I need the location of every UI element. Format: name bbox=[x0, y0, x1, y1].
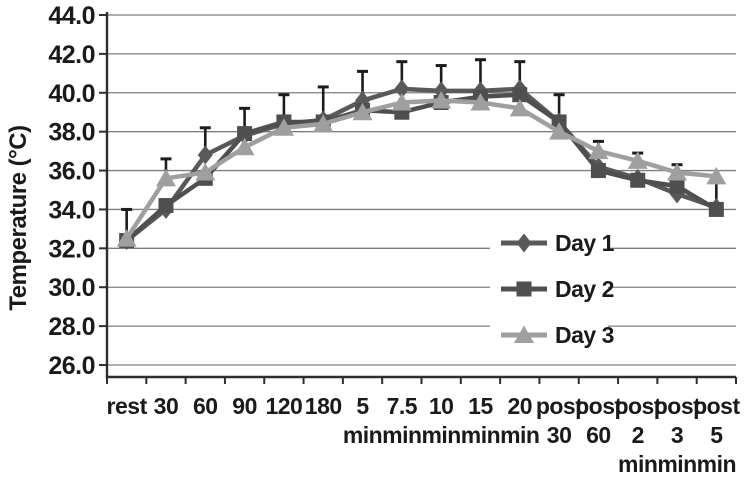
square-marker-icon bbox=[158, 198, 174, 214]
triangle-marker-icon bbox=[627, 151, 648, 169]
diamond-marker-icon bbox=[394, 79, 410, 99]
legend-item-day-3: Day 3 bbox=[500, 318, 614, 352]
square-marker-icon bbox=[669, 178, 685, 194]
triangle-marker-icon bbox=[313, 114, 334, 132]
series-line-day-3 bbox=[124, 98, 719, 241]
square-marker-icon bbox=[590, 163, 606, 179]
x-tick-label: 20 bbox=[507, 393, 532, 419]
x-tick-label: 5 bbox=[356, 393, 369, 419]
x-tick-label: 120 bbox=[265, 393, 302, 419]
y-tick-label: 26.0 bbox=[48, 352, 95, 380]
x-tick-label: min bbox=[500, 422, 539, 448]
square-marker-icon bbox=[551, 114, 567, 130]
legend-swatch bbox=[501, 325, 547, 343]
y-tick-label: 34.0 bbox=[48, 196, 95, 224]
square-marker-icon bbox=[516, 281, 532, 297]
triangle-marker-icon bbox=[391, 93, 412, 111]
y-axis-title: Temperature (°C) bbox=[5, 125, 32, 310]
y-tick-label: 42.0 bbox=[48, 41, 95, 69]
x-tick-label: min bbox=[461, 422, 500, 448]
triangle-marker-icon bbox=[352, 102, 373, 121]
y-tick-label: 40.0 bbox=[48, 80, 95, 108]
y-tick-label: 32.0 bbox=[48, 235, 95, 263]
legend-item-day-2: Day 2 bbox=[500, 272, 614, 306]
series-line-day-2 bbox=[124, 92, 719, 243]
triangle-marker-icon bbox=[514, 325, 534, 343]
triangle-marker-icon bbox=[549, 122, 570, 140]
triangle-marker-icon bbox=[431, 91, 452, 109]
triangle-marker-icon bbox=[667, 163, 688, 181]
x-tick-label: 3 bbox=[671, 422, 683, 448]
legend-item-day-1: Day 1 bbox=[500, 226, 614, 260]
x-tick-label: min bbox=[657, 451, 696, 477]
triangle-marker-icon bbox=[195, 163, 216, 181]
triangle-marker-icon bbox=[234, 137, 255, 156]
y-tick-label: 30.0 bbox=[48, 274, 95, 302]
legend-marker bbox=[516, 233, 532, 253]
x-tick-label: 30 bbox=[154, 393, 179, 419]
legend: Day 1 Day 2 Day 3 bbox=[490, 224, 614, 354]
x-tick-label: min bbox=[343, 422, 382, 448]
x-tick-label: 30 bbox=[547, 422, 572, 448]
x-tick-label: min bbox=[421, 422, 460, 448]
x-tick-label: 5 bbox=[710, 422, 723, 448]
x-tick-label: 90 bbox=[232, 393, 257, 419]
x-tick-label: post bbox=[614, 393, 661, 419]
y-tick-label: 44.0 bbox=[48, 2, 95, 30]
x-tick-label: 7.5 bbox=[387, 393, 418, 419]
gridlines bbox=[107, 14, 736, 366]
legend-label-day-2: Day 2 bbox=[555, 275, 614, 302]
y-tick-label: 36.0 bbox=[48, 158, 95, 186]
triangle-marker-icon bbox=[116, 229, 137, 247]
legend-label-day-3: Day 3 bbox=[555, 321, 614, 348]
x-tick-label: 60 bbox=[193, 393, 218, 419]
x-tick-label: 2 bbox=[632, 422, 644, 448]
series-line-day-1 bbox=[124, 86, 719, 243]
axes: 44.0 42.0 40.0 38.0 36.0 34.0 32.0 30.0 28.0 26.0 bbox=[48, 2, 737, 384]
x-tick-labels: rest 30 60 90 120 180 5min7.5min10min15min20mi… bbox=[107, 393, 741, 477]
x-tick-label: post bbox=[575, 393, 622, 419]
series-markers-day-3 bbox=[116, 91, 727, 247]
legend-swatch bbox=[501, 233, 547, 253]
x-tick-label: post bbox=[693, 393, 740, 419]
x-tick-label: 10 bbox=[429, 393, 454, 419]
legend-marker bbox=[514, 325, 534, 343]
diamond-marker-icon bbox=[197, 145, 213, 165]
x-tick-label: min bbox=[697, 451, 736, 477]
triangle-marker-icon bbox=[155, 168, 176, 187]
x-tick-label: post bbox=[654, 393, 701, 419]
x-tick-label: min bbox=[618, 451, 657, 477]
triangle-marker-icon bbox=[470, 93, 491, 111]
triangle-marker-icon bbox=[273, 118, 294, 136]
diamond-marker-icon bbox=[516, 233, 532, 253]
x-tick-label: post bbox=[536, 393, 583, 419]
x-tick-label: 180 bbox=[305, 393, 342, 419]
y-tick-label: 28.0 bbox=[48, 313, 95, 341]
x-tick-label: 15 bbox=[468, 393, 493, 419]
x-tick-label: min bbox=[382, 422, 421, 448]
triangle-marker-icon bbox=[706, 166, 727, 185]
x-tick-label: rest bbox=[107, 393, 148, 419]
square-marker-icon bbox=[237, 126, 253, 142]
square-marker-icon bbox=[630, 172, 646, 188]
square-marker-icon bbox=[512, 87, 528, 103]
error-bars bbox=[121, 58, 722, 239]
legend-label-day-1: Day 1 bbox=[555, 229, 614, 256]
legend-marker bbox=[516, 281, 532, 297]
triangle-marker-icon bbox=[509, 98, 530, 117]
triangle-marker-icon bbox=[588, 141, 609, 160]
x-tick-label: 60 bbox=[586, 422, 611, 448]
square-marker-icon bbox=[708, 201, 724, 217]
legend-swatch bbox=[501, 281, 547, 297]
y-tick-label: 38.0 bbox=[48, 119, 95, 147]
